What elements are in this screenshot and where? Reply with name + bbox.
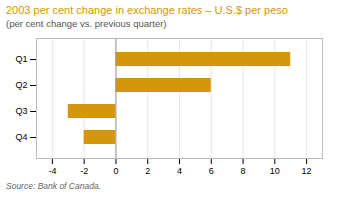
svg-text:Q2: Q2 — [15, 80, 27, 90]
html-text:(per cent change vs. previous: (per cent change vs. previous quarter) — [6, 18, 167, 29]
svg-text:2: 2 — [145, 166, 150, 176]
html-text:Source: Bank of Canada.: Source: Bank of Canada. — [6, 181, 101, 191]
svg-text:Q3: Q3 — [15, 106, 27, 116]
svg-text:-4: -4 — [48, 166, 56, 176]
html-text:2003 per cent change in exchan: 2003 per cent change in exchange rates –… — [6, 4, 288, 16]
svg-text:4: 4 — [177, 166, 182, 176]
svg-text:8: 8 — [241, 166, 246, 176]
svg-text:10: 10 — [270, 166, 280, 176]
svg-text:6: 6 — [209, 166, 214, 176]
svg-text:Q4: Q4 — [15, 132, 27, 142]
svg-text:12: 12 — [302, 166, 312, 176]
svg-text:Q1: Q1 — [15, 54, 27, 64]
svg-text:0: 0 — [113, 166, 118, 176]
svg-text:-2: -2 — [80, 166, 88, 176]
